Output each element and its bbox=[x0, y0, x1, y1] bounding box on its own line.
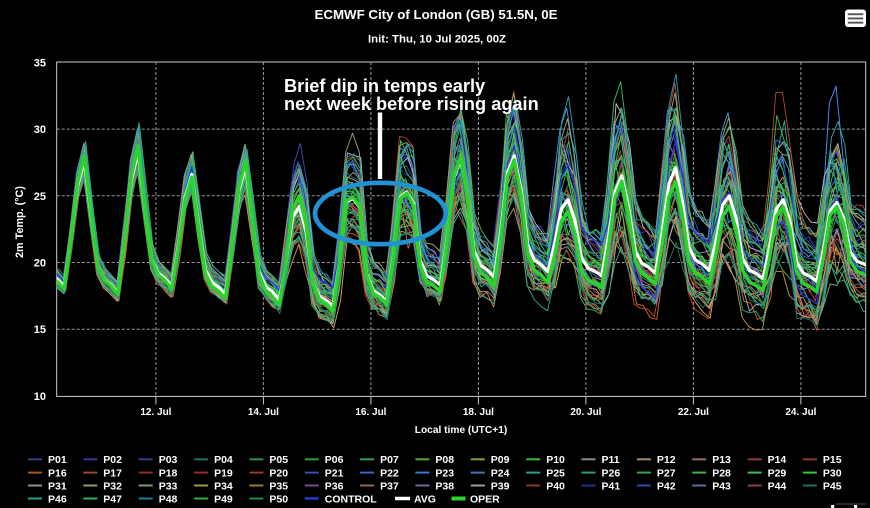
svg-text:P26: P26 bbox=[602, 467, 621, 479]
svg-text:P24: P24 bbox=[491, 467, 510, 479]
svg-text:next week before rising again: next week before rising again bbox=[284, 94, 539, 114]
svg-text:P46: P46 bbox=[48, 493, 67, 505]
svg-text:15: 15 bbox=[34, 324, 46, 336]
svg-text:P18: P18 bbox=[159, 467, 178, 479]
svg-text:P35: P35 bbox=[269, 480, 288, 492]
svg-text:P15: P15 bbox=[823, 454, 842, 466]
svg-text:AVG: AVG bbox=[414, 493, 436, 505]
svg-text:16. Jul: 16. Jul bbox=[355, 407, 386, 418]
svg-text:P27: P27 bbox=[657, 467, 676, 479]
svg-text:35: 35 bbox=[34, 57, 46, 69]
svg-text:Local time (UTC+1): Local time (UTC+1) bbox=[415, 425, 508, 436]
svg-text:14. Jul: 14. Jul bbox=[248, 407, 279, 418]
svg-text:2m Temp. (°C): 2m Temp. (°C) bbox=[14, 186, 26, 258]
svg-text:P08: P08 bbox=[435, 454, 454, 466]
svg-text:12. Jul: 12. Jul bbox=[140, 407, 171, 418]
svg-text:24. Jul: 24. Jul bbox=[785, 407, 816, 418]
svg-text:P21: P21 bbox=[325, 467, 344, 479]
svg-text:P25: P25 bbox=[546, 467, 565, 479]
svg-text:P43: P43 bbox=[712, 480, 731, 492]
svg-text:CONTROL: CONTROL bbox=[325, 493, 377, 505]
svg-text:P09: P09 bbox=[491, 454, 510, 466]
svg-text:P48: P48 bbox=[159, 493, 178, 505]
svg-text:P03: P03 bbox=[159, 454, 178, 466]
svg-text:P29: P29 bbox=[768, 467, 787, 479]
svg-text:P07: P07 bbox=[380, 454, 399, 466]
svg-text:22. Jul: 22. Jul bbox=[678, 407, 709, 418]
svg-text:P33: P33 bbox=[159, 480, 178, 492]
svg-text:P40: P40 bbox=[546, 480, 565, 492]
svg-text:P06: P06 bbox=[325, 454, 344, 466]
svg-text:P22: P22 bbox=[380, 467, 399, 479]
svg-text:P04: P04 bbox=[214, 454, 233, 466]
svg-text:20: 20 bbox=[34, 258, 46, 270]
svg-text:30: 30 bbox=[34, 124, 46, 136]
svg-text:P47: P47 bbox=[103, 493, 122, 505]
svg-text:P12: P12 bbox=[657, 454, 676, 466]
svg-text:OPER: OPER bbox=[470, 493, 500, 505]
svg-text:P20: P20 bbox=[269, 467, 288, 479]
svg-text:P32: P32 bbox=[103, 480, 122, 492]
svg-text:P05: P05 bbox=[269, 454, 288, 466]
svg-text:P37: P37 bbox=[380, 480, 399, 492]
svg-text:P02: P02 bbox=[103, 454, 122, 466]
svg-text:P49: P49 bbox=[214, 493, 233, 505]
svg-text:Brief dip in temps early: Brief dip in temps early bbox=[284, 76, 486, 96]
svg-text:P31: P31 bbox=[48, 480, 67, 492]
svg-text:P16: P16 bbox=[48, 467, 67, 479]
svg-text:P13: P13 bbox=[712, 454, 731, 466]
svg-text:P10: P10 bbox=[546, 454, 565, 466]
svg-text:P28: P28 bbox=[712, 467, 731, 479]
svg-text:10: 10 bbox=[34, 391, 46, 403]
svg-text:P38: P38 bbox=[435, 480, 454, 492]
svg-text:P01: P01 bbox=[48, 454, 67, 466]
svg-text:20. Jul: 20. Jul bbox=[570, 407, 601, 418]
svg-text:25: 25 bbox=[34, 191, 46, 203]
svg-text:Init: Thu, 10 Jul 2025, 00Z: Init: Thu, 10 Jul 2025, 00Z bbox=[368, 34, 506, 46]
svg-text:P30: P30 bbox=[823, 467, 842, 479]
svg-text:P17: P17 bbox=[103, 467, 122, 479]
svg-text:ECMWF City of London (GB) 51.5: ECMWF City of London (GB) 51.5N, 0E bbox=[314, 7, 557, 22]
svg-text:P14: P14 bbox=[768, 454, 787, 466]
svg-text:P23: P23 bbox=[435, 467, 454, 479]
svg-text:P19: P19 bbox=[214, 467, 233, 479]
svg-text:P39: P39 bbox=[491, 480, 510, 492]
svg-text:P36: P36 bbox=[325, 480, 344, 492]
svg-text:P45: P45 bbox=[823, 480, 842, 492]
svg-text:P34: P34 bbox=[214, 480, 233, 492]
svg-text:P41: P41 bbox=[602, 480, 621, 492]
svg-text:P42: P42 bbox=[657, 480, 676, 492]
svg-text:P50: P50 bbox=[269, 493, 288, 505]
svg-text:P44: P44 bbox=[768, 480, 787, 492]
svg-text:18. Jul: 18. Jul bbox=[463, 407, 494, 418]
svg-text:P11: P11 bbox=[602, 454, 620, 466]
